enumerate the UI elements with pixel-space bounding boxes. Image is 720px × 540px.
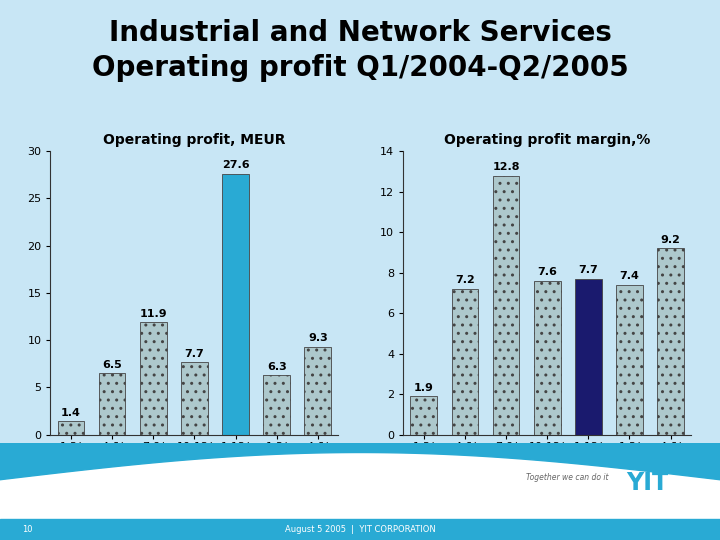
- Text: Together we can do it: Together we can do it: [526, 474, 608, 482]
- Text: YIT: YIT: [626, 471, 669, 495]
- Bar: [222, 174, 249, 435]
- Bar: [0, 518, 720, 540]
- Bar: [534, 281, 561, 435]
- Title: Operating profit, MEUR: Operating profit, MEUR: [103, 133, 286, 147]
- Text: 9.2: 9.2: [661, 235, 680, 245]
- Bar: [99, 373, 125, 435]
- Text: 11.9: 11.9: [140, 309, 167, 319]
- Bar: [58, 421, 84, 435]
- Text: 9.3: 9.3: [308, 333, 328, 343]
- Text: 7.6: 7.6: [537, 267, 557, 278]
- Title: Operating profit margin,%: Operating profit margin,%: [444, 133, 650, 147]
- Text: 7.7: 7.7: [578, 265, 598, 275]
- Text: 6.3: 6.3: [267, 362, 287, 372]
- Bar: [616, 285, 643, 435]
- Bar: [181, 362, 208, 435]
- Text: 12.8: 12.8: [492, 162, 520, 172]
- Text: 7.7: 7.7: [184, 348, 204, 359]
- Text: August 5 2005  |  YIT CORPORATION: August 5 2005 | YIT CORPORATION: [284, 525, 436, 534]
- Text: 1.9: 1.9: [414, 383, 433, 393]
- Bar: [451, 289, 478, 435]
- Bar: [305, 347, 331, 435]
- Text: 6.5: 6.5: [102, 360, 122, 370]
- Text: 10: 10: [22, 525, 32, 534]
- Bar: [410, 396, 437, 435]
- Bar: [264, 375, 290, 435]
- Bar: [575, 279, 602, 435]
- Bar: [657, 248, 684, 435]
- Text: 7.4: 7.4: [619, 272, 639, 281]
- Text: Industrial and Network Services
Operating profit Q1/2004-Q2/2005: Industrial and Network Services Operatin…: [91, 19, 629, 82]
- Bar: [492, 176, 519, 435]
- Text: 1.4: 1.4: [61, 408, 81, 418]
- Text: 7.2: 7.2: [455, 275, 474, 286]
- Text: 27.6: 27.6: [222, 160, 249, 171]
- Bar: [140, 322, 166, 435]
